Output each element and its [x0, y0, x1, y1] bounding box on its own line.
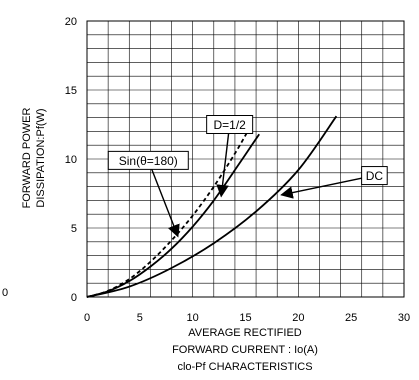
y-tick-label: 10	[65, 154, 77, 166]
y-tick-label: 15	[65, 85, 77, 97]
x-axis-label-line-1: AVERAGE RECTIFIED	[188, 327, 302, 339]
callout-arrow-d-1-2	[216, 133, 230, 198]
series-line-dc	[86, 115, 338, 298]
callout-arrow-dc	[280, 177, 362, 199]
callout-box-dc	[361, 166, 388, 186]
annotation-layer: D=1/2 Sin(θ=180) DC	[107, 115, 388, 238]
y-tick-label: 20	[65, 16, 77, 28]
y-axis-label-line-2: DISSIPATION:Pf(W)	[35, 108, 47, 207]
x-tick-label: 0	[84, 312, 90, 324]
y-axis-label-line-1: FORWARD POWER	[21, 108, 33, 209]
tick-layer: 0 5 10 15 20 25 30 0 5 10 15 20	[65, 16, 410, 324]
x-tick-label: 30	[398, 312, 410, 324]
x-tick-label: 10	[187, 312, 199, 324]
chart-caption: clo-Pf CHARACTERISTICS	[177, 361, 312, 373]
callout-label-dc: DC	[366, 169, 384, 183]
grid	[87, 21, 404, 297]
callout-label-d-1-2: D=1/2	[213, 118, 246, 132]
x-tick-label: 15	[239, 312, 251, 324]
x-axis-label-line-2: FORWARD CURRENT : Io(A)	[172, 344, 318, 356]
callout-arrow-sin-180	[151, 169, 180, 238]
series-layer	[86, 115, 338, 298]
plot-frame	[86, 20, 405, 298]
x-tick-label: 25	[345, 312, 357, 324]
y-tick-label: 5	[71, 223, 77, 235]
callout-label-sin-180: Sin(θ=180)	[119, 154, 178, 168]
x-tick-label: 5	[137, 312, 143, 324]
callout-box-sin-180	[107, 150, 189, 170]
series-line-d-1-2	[86, 133, 260, 298]
x-tick-label: 20	[292, 312, 304, 324]
callout-box-d-1-2	[206, 115, 254, 134]
y-tick-label: 0	[71, 292, 77, 304]
stray-label: 0	[2, 287, 8, 299]
